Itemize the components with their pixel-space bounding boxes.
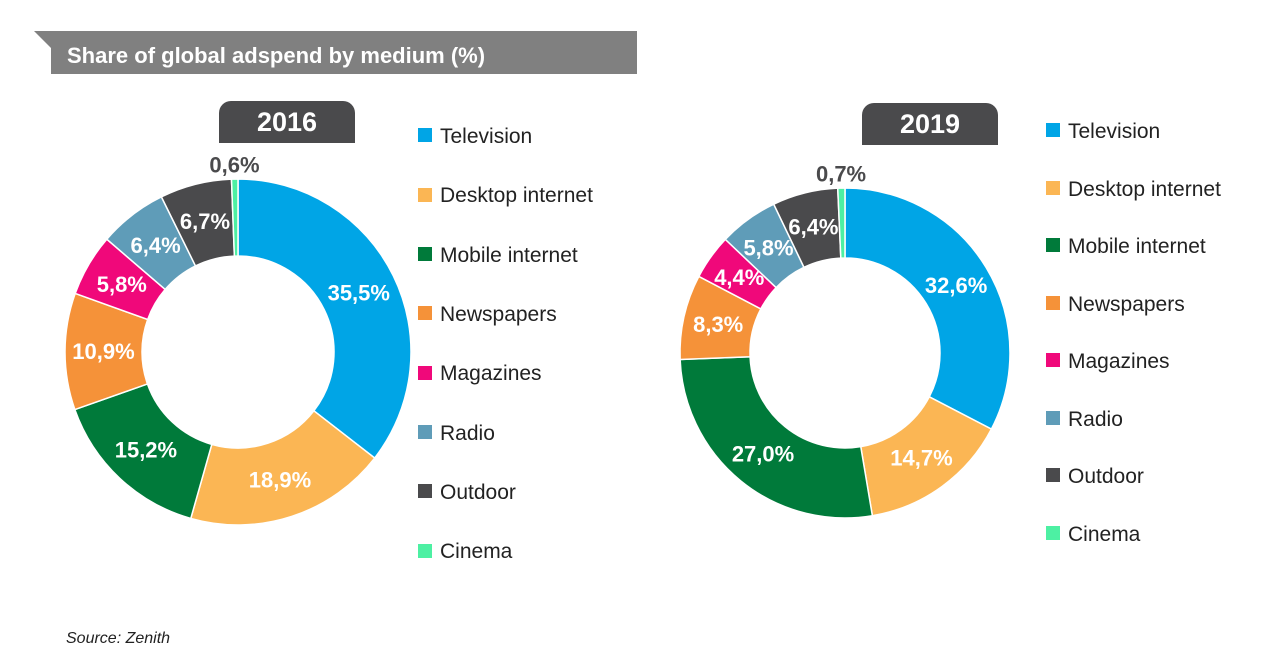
legend-label: Television <box>1068 120 1161 143</box>
legend-label: Desktop internet <box>1068 177 1221 201</box>
title-banner-shape <box>34 31 637 74</box>
legend-swatch <box>1046 238 1060 253</box>
legend-item-2019-desktop-internet: Desktop internet <box>1046 175 1221 205</box>
slice-2019-mobile-internet <box>679 355 874 519</box>
legend-item-2019-newspapers: Newspapers <box>1046 290 1185 320</box>
legend-item-2019-outdoor: Outdoor <box>1046 462 1144 492</box>
year-tab-2016: 2016 <box>219 101 355 143</box>
slice-2016-cinema <box>230 178 239 257</box>
legend-label: Outdoor <box>440 480 516 504</box>
data-label-2019-newspapers: 8,3% <box>693 312 743 337</box>
legend-swatch <box>418 424 432 439</box>
legend-label: Newspapers <box>440 302 557 326</box>
legend-item-2019-cinema: Cinema <box>1046 520 1140 550</box>
chart-title: Share of global adspend by medium (%) <box>67 43 486 68</box>
legend-label: Outdoor <box>1068 465 1144 488</box>
legend-swatch <box>418 365 432 380</box>
legend-swatch <box>418 306 432 321</box>
data-label-2016-radio: 6,4% <box>130 233 180 258</box>
slice-2019-television <box>844 187 1011 431</box>
legend-swatch <box>1046 123 1060 138</box>
slice-2016-television <box>237 178 412 460</box>
legend-item-2016-radio: Radio <box>418 419 495 449</box>
legend-item-2016-mobile-internet: Mobile internet <box>418 241 578 271</box>
legend-label: Mobile internet <box>1068 235 1206 258</box>
legend-swatch <box>418 128 432 143</box>
data-label-2016-outdoor: 6,7% <box>180 209 230 234</box>
legend-swatch <box>1046 410 1060 425</box>
legend-item-2016-cinema: Cinema <box>418 537 512 567</box>
legend-swatch <box>1046 180 1060 195</box>
data-label-2019-outdoor: 6,4% <box>788 214 838 239</box>
legend-swatch <box>418 484 432 499</box>
legend-item-2019-radio: Radio <box>1046 405 1123 435</box>
data-label-2019-television: 32,6% <box>925 273 987 298</box>
data-label-2016-television: 35,5% <box>328 280 390 305</box>
legend-item-2016-outdoor: Outdoor <box>418 478 516 508</box>
legend-item-2016-newspapers: Newspapers <box>418 300 557 330</box>
legend-swatch <box>1046 525 1060 540</box>
source-note: Source: Zenith <box>66 630 171 647</box>
legend-label: Television <box>440 125 533 148</box>
legend-item-2016-magazines: Magazines <box>418 359 542 389</box>
data-label-2019-radio: 5,8% <box>743 235 793 260</box>
data-label-2016-magazines: 5,8% <box>97 272 147 297</box>
data-label-2016-cinema: 0,6% <box>209 153 259 178</box>
legend-swatch <box>418 187 432 202</box>
slice-2019-cinema <box>836 187 846 259</box>
data-label-2016-newspapers: 10,9% <box>72 339 134 364</box>
legend-swatch <box>1046 353 1060 368</box>
legend-swatch <box>418 543 432 558</box>
legend-label: Newspapers <box>1068 292 1185 316</box>
legend-label: Magazines <box>440 362 542 386</box>
legend-item-2016-desktop-internet: Desktop internet <box>418 181 593 211</box>
legend-swatch <box>1046 468 1060 483</box>
legend-item-2019-magazines: Magazines <box>1046 347 1170 377</box>
data-label-2019-mobile-internet: 27,0% <box>732 441 794 466</box>
legend-label: Mobile internet <box>440 243 578 267</box>
legend-label: Cinema <box>1068 522 1141 546</box>
legend-swatch <box>418 247 432 262</box>
chart-title-banner: Share of global adspend by medium (%) <box>34 31 637 74</box>
legend-label: Radio <box>440 421 495 445</box>
data-label-2016-mobile-internet: 15,2% <box>115 438 177 463</box>
data-label-2019-desktop-internet: 14,7% <box>890 446 952 471</box>
slice-2016-desktop-internet <box>189 409 376 526</box>
legend-label: Desktop internet <box>440 184 593 208</box>
legend-item-2019-television: Television <box>1046 117 1160 147</box>
data-label-2016-desktop-internet: 18,9% <box>249 467 311 492</box>
year-tab-2019: 2019 <box>862 103 998 145</box>
legend-item-2019-mobile-internet: Mobile internet <box>1046 232 1206 262</box>
legend-item-2016-television: Television <box>418 122 532 152</box>
legend-label: Radio <box>1068 407 1123 431</box>
legend-label: Cinema <box>440 540 513 564</box>
legend-swatch <box>1046 295 1060 310</box>
legend-label: Magazines <box>1068 350 1170 373</box>
data-label-2019-cinema: 0,7% <box>816 162 866 187</box>
